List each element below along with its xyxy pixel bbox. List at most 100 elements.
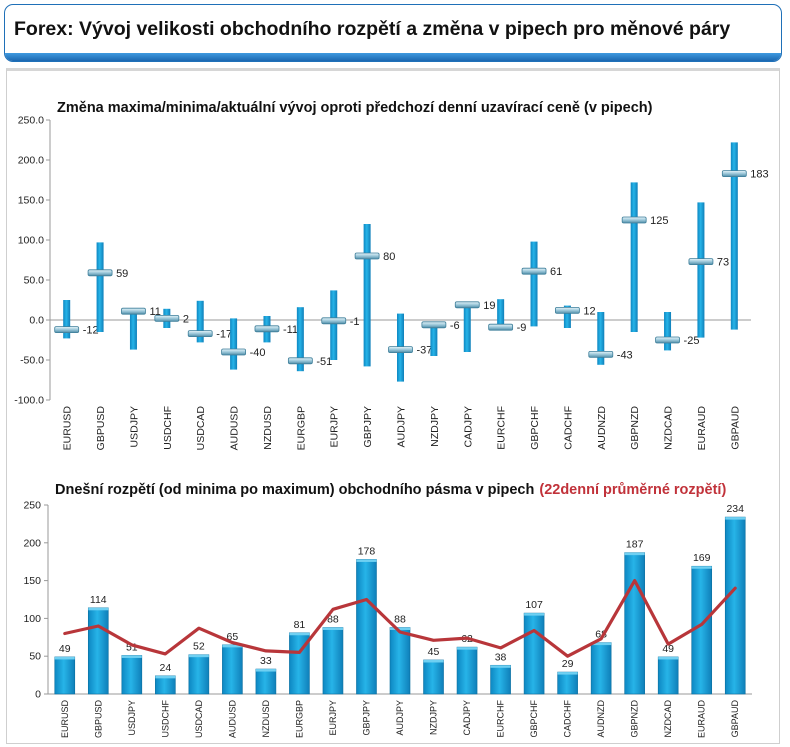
chart-2-category-label: GBPJPY [361,700,371,736]
header: Forex: Vývoj velikosti obchodního rozpět… [4,4,782,62]
range-bar-cap [423,659,444,663]
current-marker [555,306,580,314]
current-marker [54,326,80,334]
range-bar [590,642,612,695]
current-marker [521,267,547,275]
range-bar-cap [490,665,511,668]
bar-value-label: 51 [126,641,138,653]
range-bar [497,299,505,328]
range-bar [255,668,277,695]
chart-1-y-tick-label: 50.0 [24,275,45,287]
chart-2-y-tick-label: 200 [23,537,41,549]
range-bar-cap [188,654,209,658]
range-bar [423,659,444,695]
current-value-label: 125 [650,215,668,227]
chart-2-category-label: GBPUSD [93,700,103,739]
chart-1-title: Změna maxima/minima/aktuální vývoj oprot… [57,100,653,116]
chart-1-y-tick-label: 150.0 [18,195,44,207]
bar-value-label: 114 [90,594,107,606]
current-marker [421,321,447,329]
chart-2-category-label: EURAUD [697,700,707,739]
range-bar [530,241,538,327]
chart-2-category-label: GBPCHF [529,700,539,738]
range-bar [557,671,578,695]
chart-1-category-label: EURUSD [62,406,74,451]
chart-1-category-label: EURAUD [696,406,708,451]
current-value-label: -11 [283,324,298,336]
current-marker [287,357,313,365]
current-value-label: -37 [417,345,433,357]
current-marker [254,325,280,333]
current-value-label: 61 [550,266,562,278]
range-bar [196,300,204,343]
range-bar [523,612,545,695]
current-value-label: -9 [517,322,527,334]
range-bar [96,242,104,332]
current-marker [588,350,614,358]
average-range-line [63,578,737,658]
chart-2-y-tick-label: 50 [29,651,41,663]
chart-2-category-label: EURCHF [496,699,506,737]
bar-value-label: 49 [662,643,674,655]
range-bar-cap [155,675,176,679]
range-bar [456,646,478,695]
current-value-label: 19 [483,300,495,312]
page-title: Forex: Vývoj velikosti obchodního rozpět… [14,18,731,40]
bar-value-label: 88 [327,613,339,625]
range-bar-cap [557,672,578,675]
range-bar-cap [725,517,746,520]
range-bar [356,559,377,695]
range-bar [630,182,638,332]
chart-1-category-label: GBPUSD [95,406,107,451]
range-bar [322,627,344,695]
range-bar-cap [457,647,478,650]
chart-2-category-label: GBPNZD [630,700,640,738]
chart-1-y-tick-label: 200.0 [18,155,44,167]
chart-2-category-label: USDCHF [160,699,170,737]
current-marker [688,258,714,266]
chart-2-category-label: GBPAUD [730,700,740,738]
current-marker [721,170,747,178]
range-bar [697,202,705,338]
chart-2-category-label: USDCAD [194,700,204,739]
current-value-label: -1 [350,316,360,328]
chart-2-category-label: CADJPY [462,700,472,736]
range-bar [657,656,679,695]
chart-2-category-label: EURJPY [328,700,338,736]
range-bar-cap [356,559,377,562]
chart-1-y-tick-label: -100.0 [14,395,44,407]
chart-2-category-label: USDJPY [127,700,137,736]
chart-2-y-tick-label: 100 [23,613,41,625]
bar-value-label: 38 [495,651,507,663]
current-marker [488,323,514,331]
chart-1-y-tick-label: -50.0 [20,355,44,367]
range-bar-cap [390,627,410,630]
bar-value-label: 52 [193,641,205,653]
range-bar [724,516,746,695]
range-bar-cap [322,627,343,630]
chart-1-y-tick-label: 100.0 [18,235,44,247]
chart-1-category-label: NZDUSD [262,406,274,450]
bar-value-label: 187 [626,539,644,551]
range-bar [430,321,438,356]
range-bar [121,655,143,695]
current-marker [388,346,413,354]
chart-1-category-label: EURCHF [496,406,508,450]
range-bar [490,664,511,695]
chart-1-category-label: NZDCAD [663,406,675,450]
current-value-label: 183 [750,169,768,181]
bar-value-label: 49 [59,643,71,655]
chart-1-category-label: GBPNZD [629,406,641,450]
chart-1-y-tick-label: 250.0 [18,115,44,127]
chart-1-category-label: GBPCHF [529,406,541,450]
chart-2-category-label: AUDUSD [227,700,237,739]
range-bar [87,607,109,695]
current-marker [621,216,647,224]
current-value-label: 11 [149,306,160,318]
range-bar-cap [289,632,310,636]
current-value-label: -17 [216,329,232,341]
current-value-label: -40 [250,347,266,359]
range-bar-cap [524,613,545,616]
chart-1-category-label: AUDJPY [396,406,408,447]
current-marker [87,269,113,277]
